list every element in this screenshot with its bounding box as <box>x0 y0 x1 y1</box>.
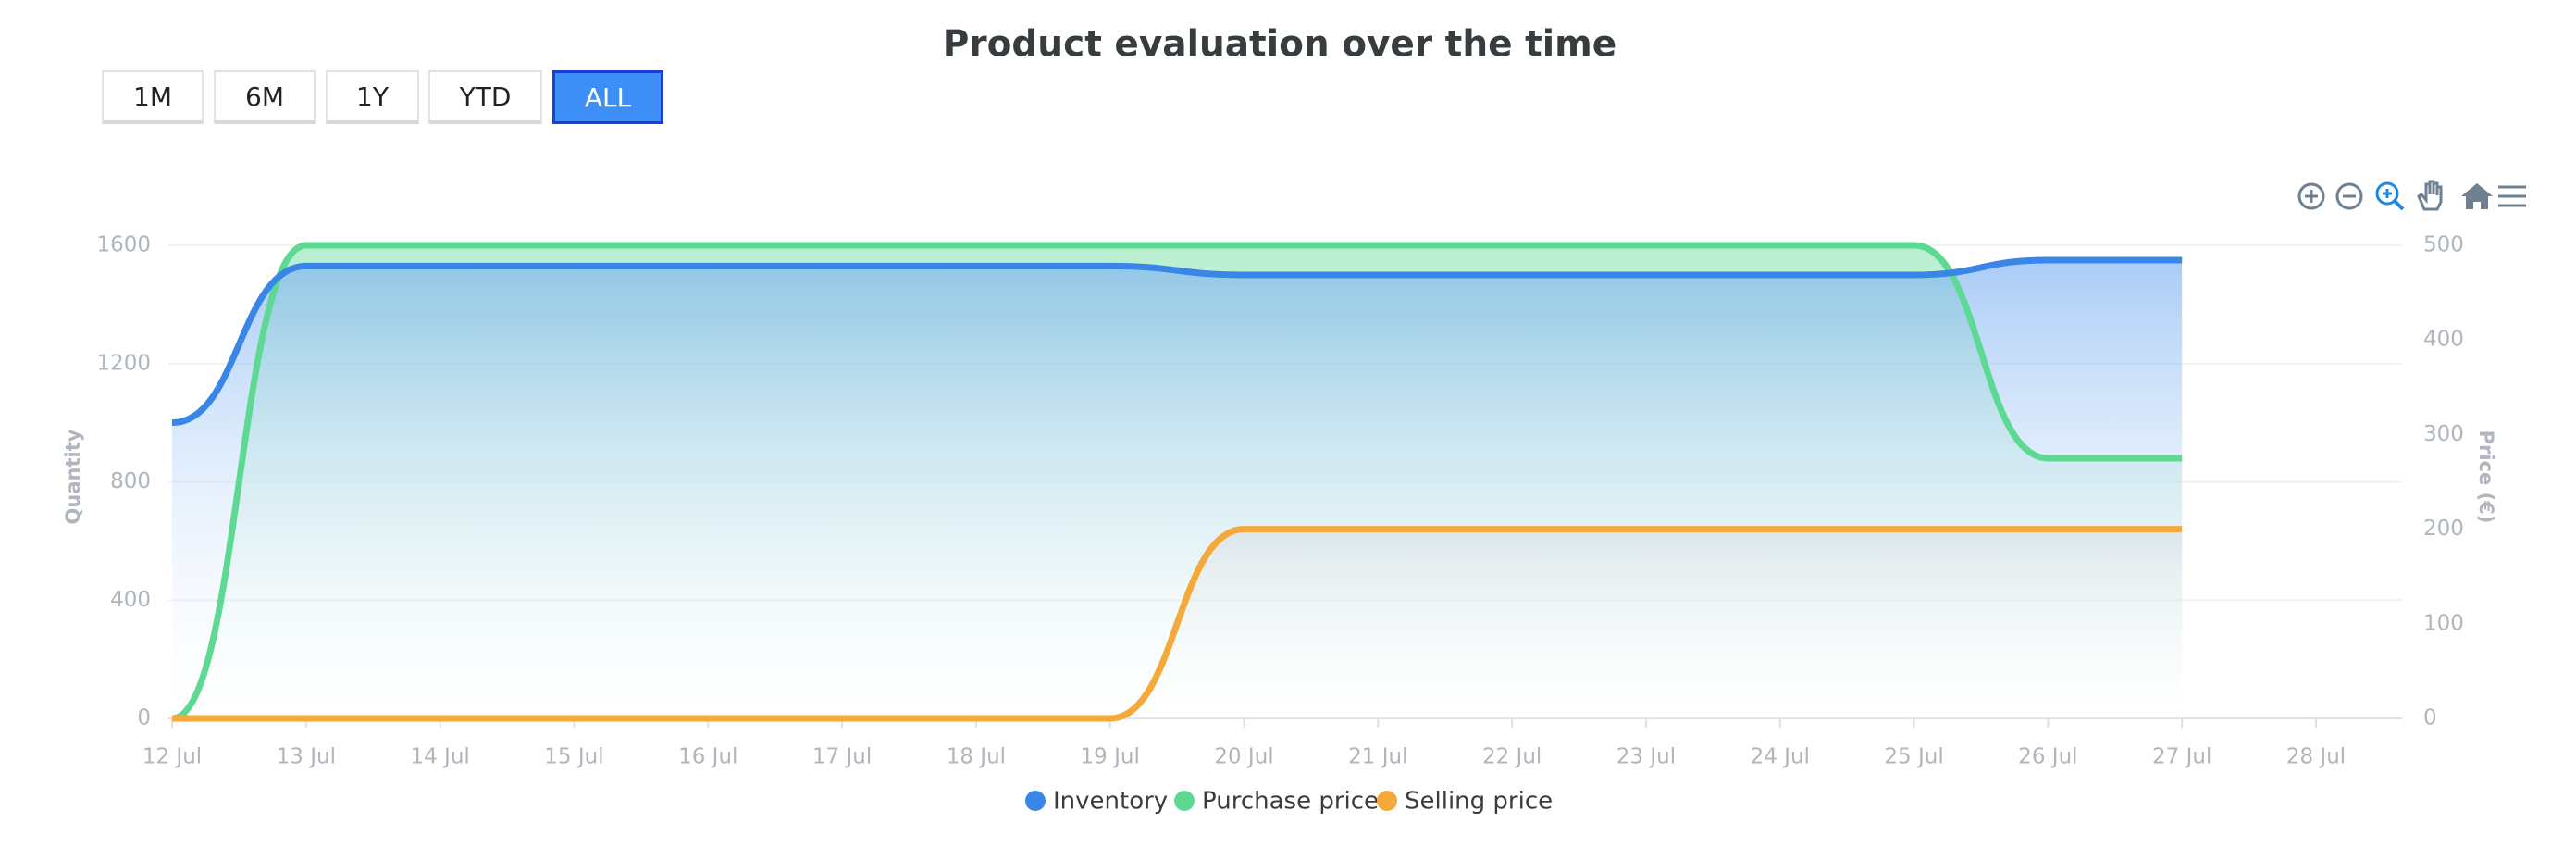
y-tick-label: 1600 <box>96 233 151 257</box>
chart-title: Product evaluation over the time <box>943 24 1616 66</box>
range-button[interactable]: 6M <box>214 70 316 124</box>
x-tick-label: 28 Jul <box>2286 745 2346 769</box>
x-tick-label: 13 Jul <box>277 745 336 769</box>
legend-marker <box>1377 791 1397 811</box>
x-tick-label: 18 Jul <box>947 745 1006 769</box>
y2-tick-label: 300 <box>2423 422 2464 446</box>
range-button[interactable]: 1Y <box>326 70 419 124</box>
line <box>171 242 2183 722</box>
y-tick-label: 1200 <box>96 351 151 375</box>
y2-tick-label: 0 <box>2423 706 2437 730</box>
y-tick-label: 800 <box>110 469 151 493</box>
legend-label: Inventory <box>1053 788 1168 816</box>
line <box>171 256 2183 427</box>
y2-tick-label: 500 <box>2423 233 2464 257</box>
line <box>171 526 2183 722</box>
y2-axis-title: Price (€) <box>2475 430 2497 524</box>
selection-zoom-icon[interactable] <box>2375 181 2405 211</box>
y2-tick-label: 100 <box>2423 611 2464 635</box>
x-tick-label: 15 Jul <box>544 745 603 769</box>
toolbar <box>2297 180 2526 211</box>
menu-icon[interactable] <box>2498 185 2526 207</box>
x-tick-label: 25 Jul <box>1884 745 1943 769</box>
x-tick-label: 23 Jul <box>1616 745 1676 769</box>
x-tick-label: 27 Jul <box>2152 745 2211 769</box>
y-tick-label: 0 <box>137 706 151 730</box>
home-icon[interactable] <box>2461 183 2493 209</box>
x-tick-label: 24 Jul <box>1751 745 1810 769</box>
x-tick-label: 16 Jul <box>678 745 737 769</box>
x-tick-label: 20 Jul <box>1214 745 1273 769</box>
legend-marker <box>1174 791 1195 811</box>
y2-tick-label: 400 <box>2423 328 2464 352</box>
x-tick-label: 19 Jul <box>1081 745 1140 769</box>
x-tick-label: 12 Jul <box>142 745 202 769</box>
zoom-out-icon[interactable] <box>2335 182 2363 210</box>
x-tick-label: 26 Jul <box>2018 745 2077 769</box>
x-tick-label: 14 Jul <box>410 745 469 769</box>
range-button[interactable]: 1M <box>102 70 204 124</box>
y-tick-label: 400 <box>110 588 151 612</box>
range-button[interactable]: YTD <box>428 70 542 124</box>
legend-label: Selling price <box>1405 788 1553 816</box>
y-axis-title: Quantity <box>62 429 84 524</box>
legend-label: Purchase price <box>1202 788 1379 816</box>
zoom-in-icon[interactable] <box>2297 182 2325 210</box>
x-tick-label: 22 Jul <box>1482 745 1542 769</box>
legend-marker <box>1025 791 1046 811</box>
y2-tick-label: 200 <box>2423 517 2464 541</box>
x-tick-label: 21 Jul <box>1348 745 1407 769</box>
range-button[interactable]: ALL <box>552 70 663 124</box>
pan-icon[interactable] <box>2417 180 2443 211</box>
x-tick-label: 17 Jul <box>812 745 872 769</box>
